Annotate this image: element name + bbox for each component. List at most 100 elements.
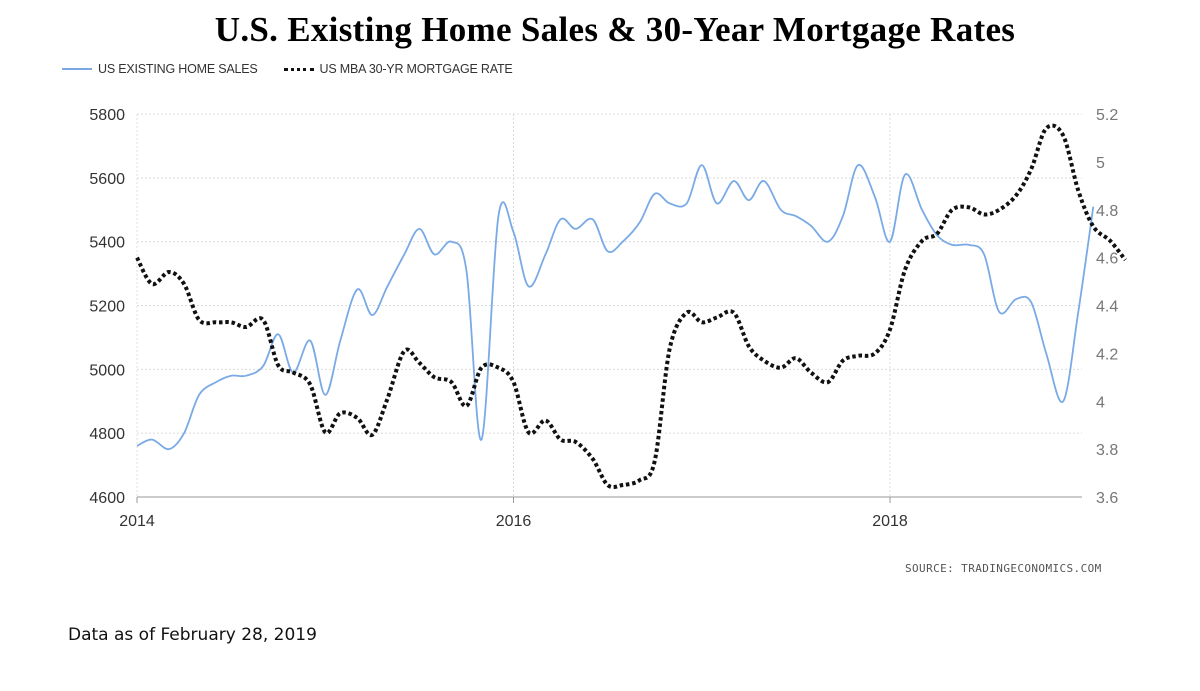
data-point — [480, 366, 484, 370]
data-point — [747, 344, 751, 348]
legend-label-mortgage-rate: US MBA 30-YR MORTGAGE RATE — [319, 62, 513, 76]
y-left-tick-label: 5400 — [89, 235, 125, 252]
data-point — [841, 359, 845, 363]
data-point — [135, 256, 139, 260]
data-point — [920, 239, 924, 243]
data-point — [606, 483, 610, 487]
data-point — [261, 318, 265, 322]
data-point — [214, 380, 218, 384]
data-point — [747, 198, 751, 202]
data-point — [903, 173, 907, 177]
data-point — [591, 217, 595, 221]
data-point — [1044, 126, 1048, 130]
data-point — [276, 363, 280, 367]
legend-label-home-sales: US EXISTING HOME SALES — [98, 62, 258, 76]
data-point — [574, 440, 578, 444]
data-point — [982, 213, 986, 217]
data-point — [794, 214, 798, 218]
legend-item-mortgage-rate[interactable]: US MBA 30-YR MORTGAGE RATE — [283, 62, 513, 76]
data-point — [762, 359, 766, 363]
y-right-tick-label: 4.6 — [1096, 251, 1118, 268]
x-tick-label: 2018 — [872, 513, 908, 530]
data-point — [888, 327, 892, 331]
legend-item-home-sales[interactable]: US EXISTING HOME SALES — [62, 62, 258, 76]
data-point — [432, 375, 436, 379]
data-point — [826, 380, 830, 384]
data-point — [496, 366, 500, 370]
data-point — [967, 243, 971, 247]
data-point — [732, 179, 736, 183]
data-point — [496, 214, 500, 218]
data-point — [338, 339, 342, 343]
data-point — [244, 374, 248, 378]
data-point — [653, 192, 657, 196]
data-point — [402, 252, 406, 256]
data-point — [873, 351, 877, 355]
data-point — [856, 163, 860, 167]
data-point — [873, 195, 877, 199]
data-point — [308, 339, 312, 343]
data-point — [480, 438, 484, 442]
data-point — [1014, 297, 1018, 301]
data-point — [167, 447, 171, 451]
data-point — [402, 349, 406, 353]
y-axis-right: 3.6 3.8 4 4.2 4.4 4.6 4.8 5 5.2 — [1096, 107, 1118, 507]
series-line-home-sales — [136, 164, 1095, 451]
data-point — [1061, 134, 1065, 138]
legend-swatch-home-sales — [62, 68, 92, 70]
data-point — [982, 252, 986, 256]
data-point — [700, 320, 704, 324]
data-point — [668, 201, 672, 205]
data-point — [920, 208, 924, 212]
data-point — [385, 284, 389, 288]
data-point — [197, 318, 201, 322]
y-right-tick-label: 4 — [1096, 394, 1105, 411]
data-point — [276, 332, 280, 336]
data-point — [464, 404, 468, 408]
data-point — [1029, 167, 1033, 171]
data-point — [370, 433, 374, 437]
chart-title: U.S. Existing Home Sales & 30-Year Mortg… — [214, 10, 1016, 49]
data-point — [903, 268, 907, 272]
data-point — [417, 361, 421, 365]
y-right-tick-label: 4.8 — [1096, 203, 1118, 220]
data-point — [261, 364, 265, 368]
data-point — [685, 311, 689, 315]
data-point — [606, 249, 610, 253]
data-point — [291, 371, 295, 375]
data-point — [197, 393, 201, 397]
data-point — [559, 438, 563, 442]
series-line-mortgage-rate — [135, 123, 1127, 490]
data-point — [685, 201, 689, 205]
data-point — [935, 232, 939, 236]
data-point — [370, 313, 374, 317]
data-point — [464, 268, 468, 272]
data-point — [449, 380, 453, 384]
data-point — [308, 383, 312, 387]
data-point — [229, 320, 233, 324]
data-point — [338, 411, 342, 415]
data-point — [323, 393, 327, 397]
data-point — [950, 243, 954, 247]
data-point — [323, 430, 327, 434]
data-point — [591, 457, 595, 461]
data-point — [1123, 258, 1127, 262]
x-tick-label: 2016 — [496, 513, 532, 530]
data-point — [1061, 399, 1065, 403]
data-point — [244, 325, 248, 329]
y-left-tick-label: 5000 — [89, 362, 125, 379]
data-point — [997, 208, 1001, 212]
y-left-tick-label: 5600 — [89, 171, 125, 188]
y-right-tick-label: 4.4 — [1096, 299, 1118, 316]
data-point — [512, 380, 516, 384]
data-point — [653, 459, 657, 463]
data-date-footnote: Data as of February 28, 2019 — [68, 625, 317, 645]
data-point — [355, 288, 359, 292]
y-left-tick-label: 5200 — [89, 299, 125, 316]
data-point — [997, 310, 1001, 314]
data-point — [779, 366, 783, 370]
y-left-tick-label: 4600 — [89, 490, 125, 507]
data-point — [794, 356, 798, 360]
data-point — [512, 230, 516, 234]
